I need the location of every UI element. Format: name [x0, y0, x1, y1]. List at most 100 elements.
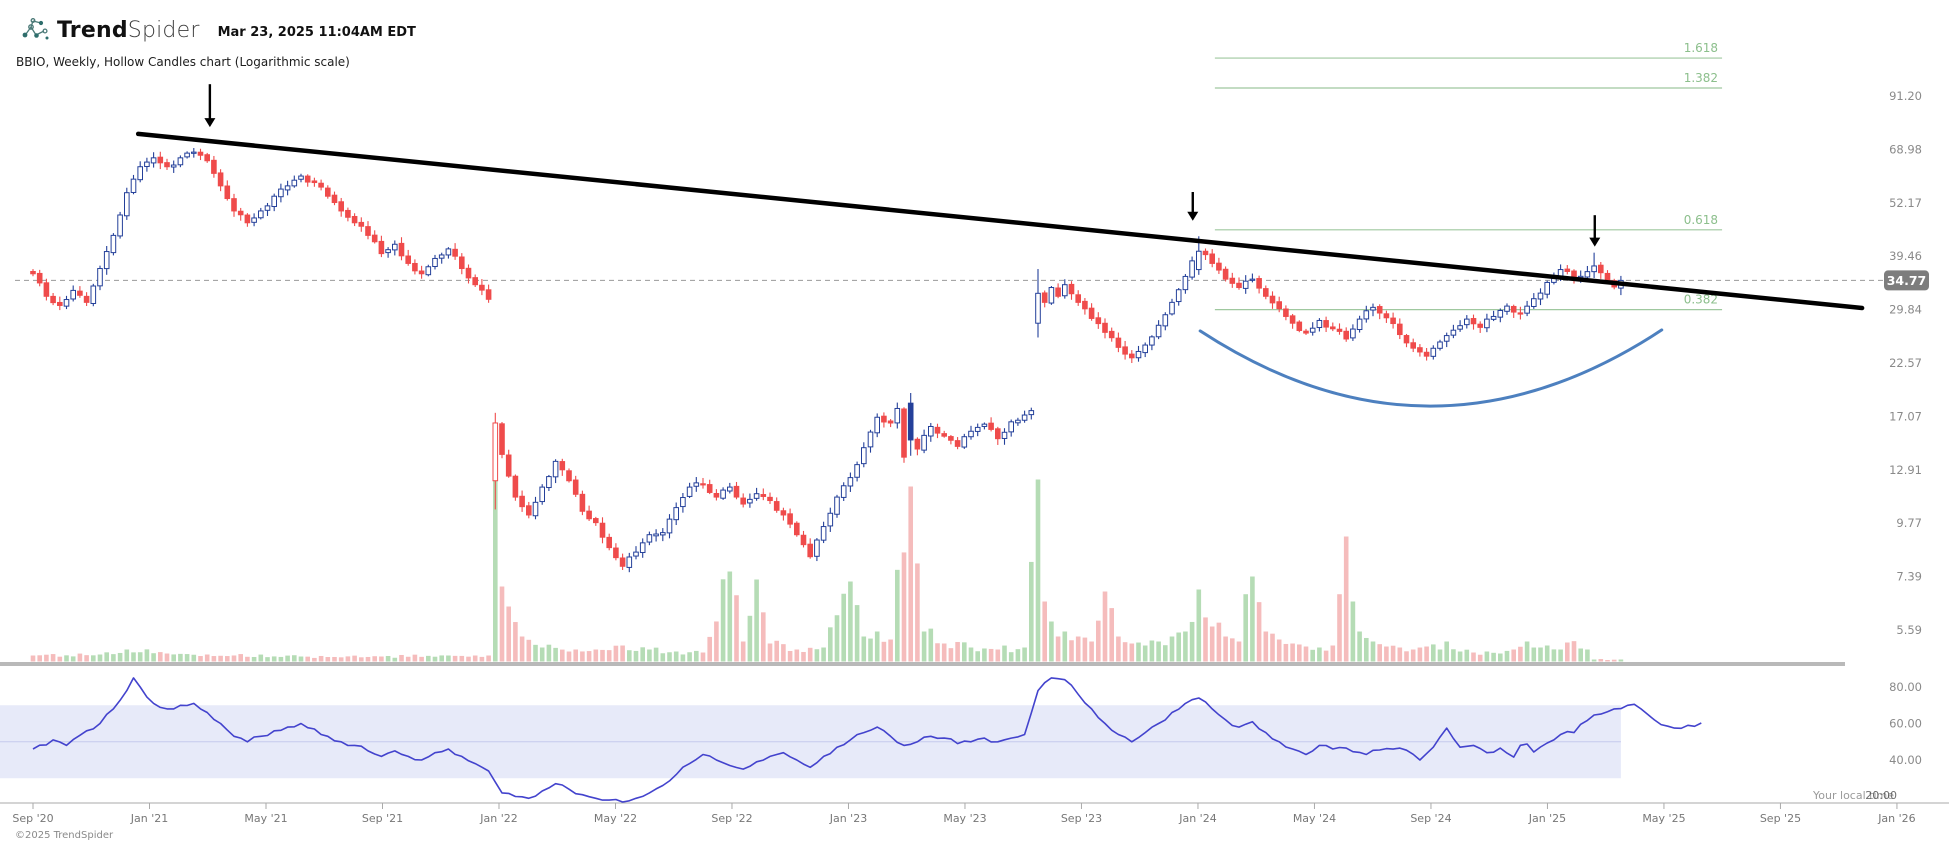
cup-base-arc[interactable] — [1198, 328, 1664, 408]
local-time-label[interactable]: Your local time — [1813, 789, 1894, 802]
candle-body — [1397, 323, 1403, 336]
time-tick-label[interactable]: May '25 — [1642, 812, 1685, 825]
price-axis-label[interactable]: 22.57 — [1889, 356, 1922, 370]
volume-bar — [1276, 639, 1282, 662]
volume-bar — [1437, 649, 1443, 662]
candle-body — [1088, 307, 1095, 319]
volume-bar — [1330, 645, 1336, 662]
candle-body — [572, 479, 579, 495]
time-tick-label[interactable]: Jan '21 — [130, 812, 168, 825]
volume-bar — [1498, 653, 1503, 662]
candle-body — [1289, 315, 1296, 324]
candle-body — [586, 510, 592, 520]
down-arrow-icon[interactable] — [1589, 215, 1601, 247]
price-axis-label[interactable]: 39.46 — [1889, 249, 1922, 263]
price-axis-label[interactable]: 5.59 — [1896, 623, 1922, 637]
candle-body — [613, 547, 619, 559]
candle-body — [928, 425, 934, 437]
candle-body — [184, 152, 190, 158]
time-tick-label[interactable]: Jan '22 — [479, 812, 517, 825]
time-tick-label[interactable]: Sep '25 — [1760, 812, 1801, 825]
volume-bar — [754, 579, 759, 662]
volume-bar — [1102, 591, 1108, 662]
candle-body — [1330, 326, 1336, 330]
volume-bar — [1270, 633, 1275, 662]
rsi-line — [32, 677, 1702, 803]
candle-body — [452, 248, 458, 257]
candle-body — [1041, 292, 1048, 303]
volume-bar — [486, 655, 491, 662]
candle-body — [559, 461, 566, 471]
price-axis-label[interactable]: 68.98 — [1889, 142, 1922, 156]
volume-bar — [895, 569, 900, 662]
trendspider-molecule-icon — [22, 18, 49, 40]
time-tick-label[interactable]: Sep '20 — [12, 812, 53, 825]
candle-body — [1490, 315, 1497, 320]
volume-bar — [995, 649, 1001, 662]
price-axis-label[interactable]: 17.07 — [1889, 409, 1922, 423]
descending-trendline[interactable] — [135, 131, 1865, 311]
rsi-axis-label[interactable]: 40.00 — [1889, 753, 1922, 767]
volume-bar — [647, 649, 652, 662]
down-arrow-icon[interactable] — [204, 84, 216, 128]
price-axis-label[interactable]: 9.77 — [1896, 516, 1922, 530]
time-tick-label[interactable]: Sep '24 — [1410, 812, 1451, 825]
time-tick-label[interactable]: Jan '25 — [1528, 812, 1566, 825]
candle-body — [680, 497, 686, 508]
candle-body — [887, 420, 894, 424]
volume-bar — [466, 656, 471, 662]
rsi-axis-label[interactable]: 60.00 — [1889, 717, 1922, 731]
candle-body — [485, 289, 492, 300]
candle-body — [365, 226, 371, 236]
volume-bar — [50, 654, 56, 662]
price-axis-label[interactable]: 52.17 — [1889, 196, 1922, 210]
time-tick-label[interactable]: May '22 — [594, 812, 637, 825]
volume-bar — [452, 655, 458, 662]
candle-body — [1517, 312, 1524, 315]
volume-bar — [285, 655, 290, 662]
candle-body — [961, 436, 968, 448]
time-tick-label[interactable]: Jan '24 — [1178, 812, 1216, 825]
time-tick-label[interactable]: Sep '22 — [711, 812, 752, 825]
price-axis-label[interactable]: 7.39 — [1896, 570, 1922, 584]
time-tick-label[interactable]: Sep '21 — [362, 812, 403, 825]
time-tick-label[interactable]: Sep '23 — [1061, 812, 1102, 825]
volume-bar — [1464, 649, 1470, 662]
candle-body — [1155, 324, 1162, 338]
candle-body — [1216, 262, 1222, 271]
candle-body — [211, 159, 217, 174]
price-axis-label[interactable]: 29.84 — [1889, 303, 1922, 317]
volume-bar — [479, 656, 485, 662]
candle-body — [854, 464, 860, 478]
time-tick-label[interactable]: Jan '23 — [829, 812, 867, 825]
candle-body — [392, 243, 398, 251]
candle-body — [1108, 330, 1115, 339]
volume-bar — [1049, 621, 1054, 662]
candle-body — [1102, 322, 1108, 333]
candle-body — [237, 210, 244, 216]
candle-body — [311, 180, 318, 184]
volume-bar — [318, 655, 324, 662]
price-axis-label[interactable]: 91.20 — [1889, 89, 1922, 103]
candle-body — [271, 195, 277, 208]
rsi-axis-label[interactable]: 80.00 — [1889, 680, 1922, 694]
price-axis-label[interactable]: 12.91 — [1889, 463, 1922, 477]
volume-bar — [814, 649, 820, 662]
volume-bar — [606, 650, 612, 662]
candle-body — [1269, 295, 1276, 304]
time-tick-label[interactable]: Jan '26 — [1877, 812, 1915, 825]
volume-bar — [392, 657, 398, 662]
volume-bar — [426, 655, 431, 662]
candle-body — [1363, 310, 1370, 320]
candle-body — [1242, 280, 1249, 289]
candle-body — [1021, 414, 1028, 421]
volume-bar — [1377, 644, 1382, 662]
time-tick-label[interactable]: May '23 — [943, 812, 986, 825]
down-arrow-icon[interactable] — [1187, 192, 1199, 221]
time-tick-label[interactable]: May '24 — [1293, 812, 1336, 825]
volume-bar — [1236, 641, 1242, 662]
brand-logo[interactable]: Trend Spider Mar 23, 2025 11:04AM EDT — [20, 14, 416, 46]
volume-bar — [218, 655, 223, 662]
time-tick-label[interactable]: May '21 — [244, 812, 287, 825]
